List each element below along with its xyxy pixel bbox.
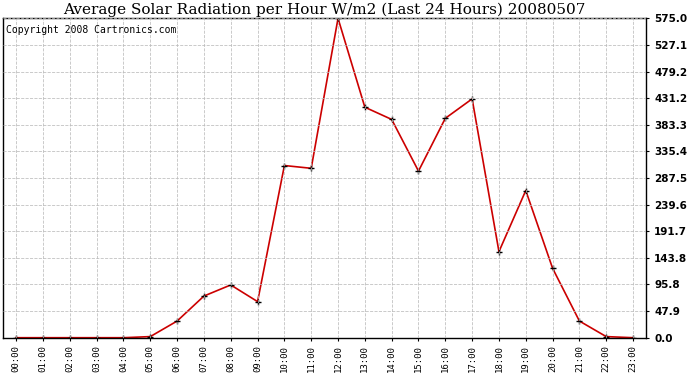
Title: Average Solar Radiation per Hour W/m2 (Last 24 Hours) 20080507: Average Solar Radiation per Hour W/m2 (L…	[63, 3, 586, 17]
Text: Copyright 2008 Cartronics.com: Copyright 2008 Cartronics.com	[6, 25, 177, 35]
